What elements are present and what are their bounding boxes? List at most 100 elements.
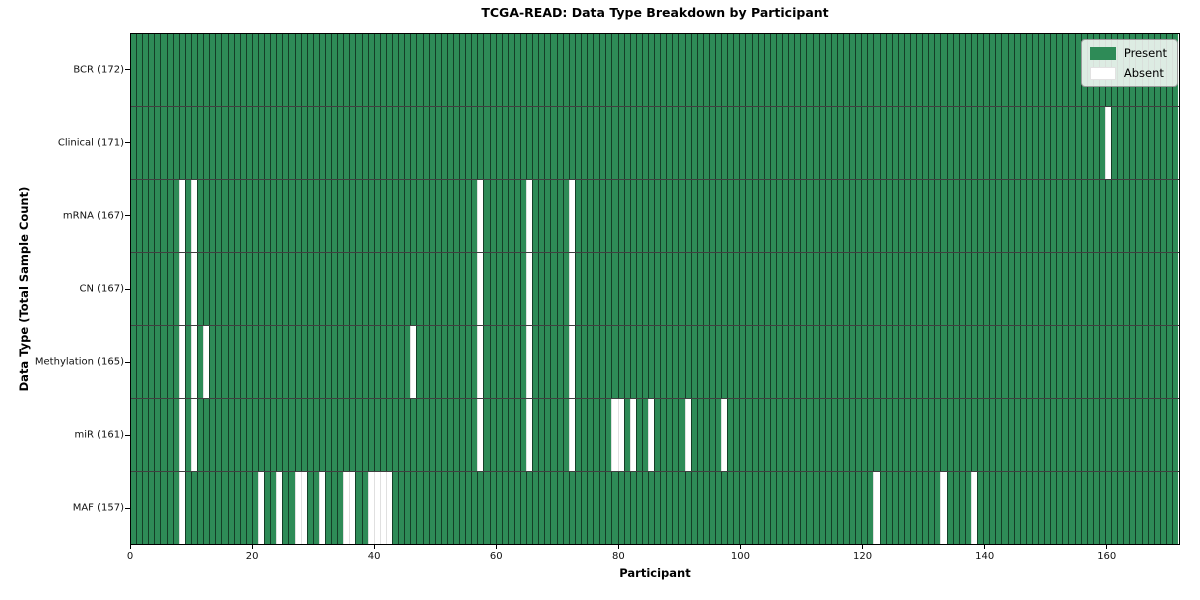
cell-present: [1098, 253, 1105, 325]
cell-present: [952, 253, 959, 325]
cell-present: [587, 253, 594, 325]
cell-present: [1044, 180, 1051, 252]
cell-present: [209, 34, 216, 106]
cell-present: [824, 107, 831, 179]
cell-present: [922, 180, 929, 252]
cell-present: [282, 399, 289, 471]
cell-present: [977, 34, 984, 106]
cell-present: [1092, 399, 1099, 471]
cell-present: [782, 399, 789, 471]
x-tick-label: 100: [730, 551, 750, 562]
cell-present: [209, 326, 216, 398]
cell-present: [1092, 472, 1099, 544]
cell-present: [404, 34, 411, 106]
cell-present: [989, 253, 996, 325]
cell-present: [325, 107, 332, 179]
cell-present: [1092, 326, 1099, 398]
heatmap-row: [131, 34, 1179, 107]
cell-present: [337, 472, 344, 544]
cell-present: [763, 34, 770, 106]
cell-present: [184, 399, 191, 471]
cell-present: [154, 253, 161, 325]
cell-present: [361, 472, 368, 544]
cell-present: [184, 472, 191, 544]
cell-present: [270, 253, 277, 325]
cell-present: [623, 34, 630, 106]
cell-present: [989, 34, 996, 106]
cell-present: [1037, 472, 1045, 544]
cell-present: [1172, 253, 1179, 325]
cell-present: [745, 472, 752, 544]
cell-present: [727, 107, 734, 179]
cell-present: [574, 472, 581, 544]
cell-present: [131, 34, 137, 106]
cell-present: [166, 326, 173, 398]
cell-present: [367, 34, 374, 106]
cell-present: [203, 399, 210, 471]
cell-present: [964, 326, 971, 398]
cell-present: [148, 326, 155, 398]
y-tick-mark: [125, 69, 130, 71]
cell-present: [520, 399, 527, 471]
cell-present: [288, 34, 295, 106]
cell-present: [1135, 472, 1142, 544]
cell-present: [1165, 107, 1173, 179]
cell-present: [989, 326, 996, 398]
cell-present: [355, 399, 362, 471]
heatmap-row: [131, 253, 1179, 326]
cell-present: [641, 107, 648, 179]
cell-present: [398, 472, 405, 544]
cell-present: [647, 34, 655, 106]
cell-present: [251, 34, 258, 106]
cell-present: [172, 180, 179, 252]
cell-present: [696, 107, 703, 179]
cell-present: [209, 253, 216, 325]
cell-present: [251, 399, 258, 471]
cell-present: [251, 180, 258, 252]
cell-present: [702, 107, 709, 179]
cell-present: [1159, 253, 1166, 325]
cell-present: [934, 472, 941, 544]
cell-present: [1062, 34, 1069, 106]
cell-present: [1019, 399, 1026, 471]
cell-present: [483, 180, 490, 252]
cell-present: [215, 107, 222, 179]
cell-present: [769, 253, 776, 325]
cell-present: [331, 472, 338, 544]
cell-present: [635, 399, 642, 471]
cell-present: [605, 253, 612, 325]
cell-present: [300, 180, 307, 252]
cell-present: [995, 253, 1002, 325]
cell-present: [970, 34, 978, 106]
legend-label-present: Present: [1123, 46, 1167, 60]
cell-present: [1123, 253, 1130, 325]
cell-present: [1050, 34, 1057, 106]
cell-present: [806, 253, 813, 325]
cell-present: [131, 326, 137, 398]
cell-present: [977, 180, 984, 252]
cell-present: [739, 180, 746, 252]
cell-present: [1153, 326, 1160, 398]
cell-present: [897, 34, 904, 106]
cell-present: [1111, 472, 1118, 544]
cell-present: [733, 34, 740, 106]
cell-present: [221, 253, 228, 325]
cell-present: [489, 180, 496, 252]
cell-present: [1007, 326, 1014, 398]
x-tick-label: 20: [245, 551, 259, 562]
cell-present: [916, 472, 923, 544]
cell-present: [483, 253, 490, 325]
cell-present: [739, 472, 746, 544]
cell-present: [1044, 472, 1051, 544]
cell-present: [1159, 107, 1166, 179]
cell-present: [867, 34, 874, 106]
cell-present: [434, 107, 441, 179]
cell-present: [696, 399, 703, 471]
cell-present: [605, 326, 612, 398]
cell-present: [538, 107, 545, 179]
cell-present: [465, 34, 472, 106]
cell-present: [800, 107, 807, 179]
cell-present: [373, 107, 380, 179]
cell-present: [940, 326, 947, 398]
cell-present: [520, 180, 527, 252]
